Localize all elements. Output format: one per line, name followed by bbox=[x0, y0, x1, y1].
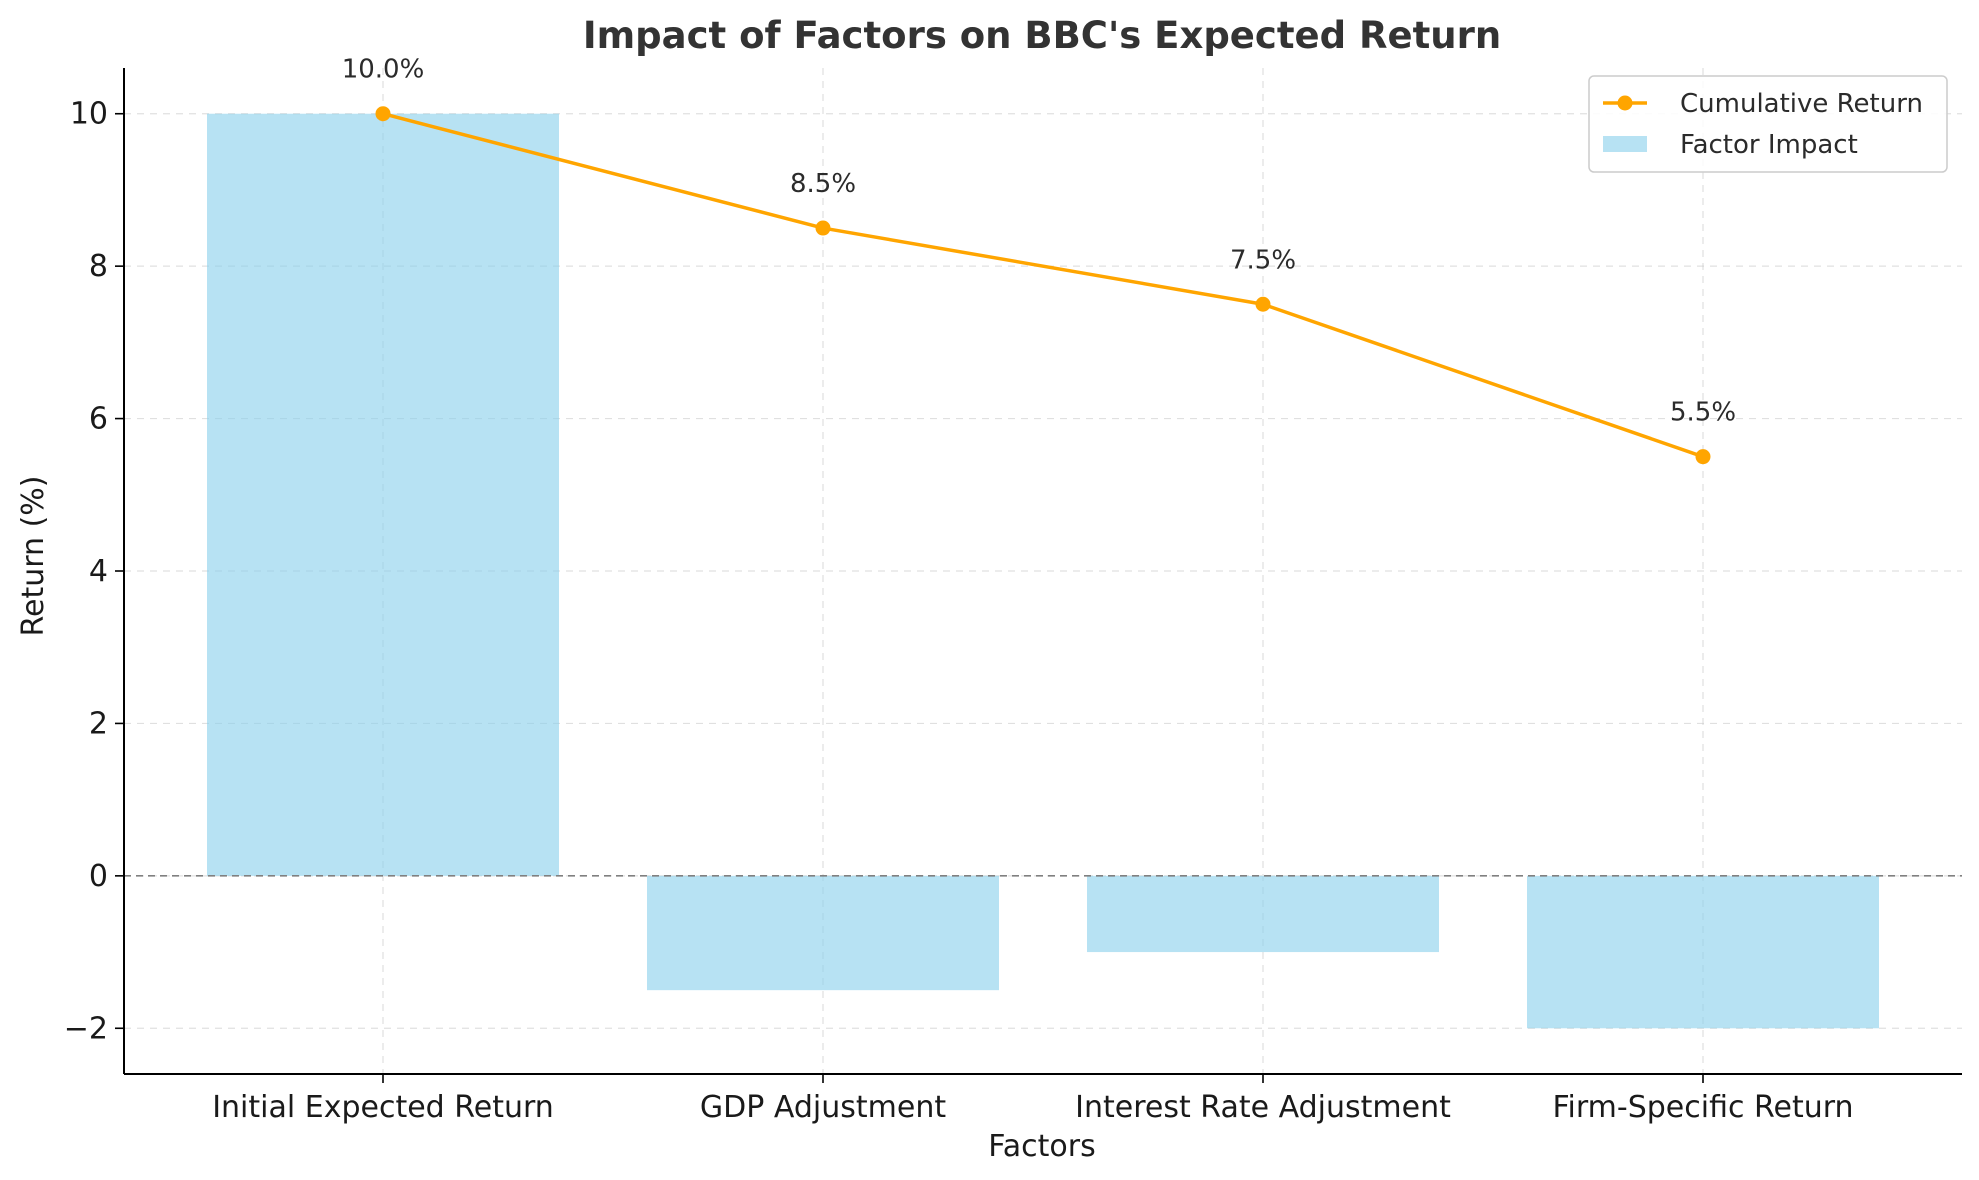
y-tick-label: 8 bbox=[89, 249, 108, 284]
y-tick-label: 6 bbox=[89, 402, 108, 437]
data-label-2: 8.5% bbox=[790, 169, 856, 199]
legend-label-cumulative-return: Cumulative Return bbox=[1680, 89, 1923, 119]
y-tick-label: 4 bbox=[89, 554, 108, 589]
bar-layer bbox=[124, 113, 1962, 1029]
factor-impact-bar-3 bbox=[1087, 875, 1439, 953]
x-tick-label: Initial Expected Return bbox=[212, 1090, 554, 1125]
x-tick-label: Interest Rate Adjustment bbox=[1075, 1090, 1451, 1125]
cumulative-return-point-4 bbox=[1695, 449, 1711, 465]
y-axis-title: Return (%) bbox=[16, 475, 51, 636]
legend-label-factor-impact: Factor Impact bbox=[1680, 130, 1858, 160]
cumulative-return-point-2 bbox=[815, 220, 831, 236]
data-label-3: 7.5% bbox=[1230, 245, 1296, 275]
chart-title: Impact of Factors on BBC's Expected Retu… bbox=[583, 14, 1501, 57]
data-label-4: 5.5% bbox=[1670, 398, 1736, 428]
x-axis-title: Factors bbox=[988, 1129, 1095, 1164]
axis-layer: −2 0 2 4 6 8 10 Initial Expected Return GDP Adju… bbox=[64, 68, 1962, 1125]
y-tick-label: 0 bbox=[89, 859, 108, 894]
cumulative-return-line bbox=[382, 112, 1704, 459]
y-tick-label: −2 bbox=[64, 1011, 108, 1046]
data-label-1: 10.0% bbox=[342, 55, 425, 85]
legend-bar-swatch bbox=[1603, 136, 1647, 152]
legend: Cumulative Return Factor Impact bbox=[1588, 75, 1948, 173]
factor-impact-bar-4 bbox=[1527, 875, 1879, 1029]
legend-box bbox=[1588, 75, 1948, 173]
factor-impact-bar-2 bbox=[647, 875, 999, 991]
x-tick-label: GDP Adjustment bbox=[700, 1090, 946, 1125]
y-tick-label: 10 bbox=[70, 97, 108, 132]
legend-line-marker bbox=[1617, 95, 1633, 111]
line-layer: 10.0% 8.5% 7.5% 5.5% bbox=[342, 55, 1736, 465]
factor-impact-bar-1 bbox=[207, 113, 559, 876]
cumulative-return-point-3 bbox=[1255, 296, 1271, 312]
x-tick-label: Firm-Specific Return bbox=[1552, 1090, 1853, 1125]
cumulative-return-point-1 bbox=[375, 106, 391, 122]
y-tick-label: 2 bbox=[89, 706, 108, 741]
